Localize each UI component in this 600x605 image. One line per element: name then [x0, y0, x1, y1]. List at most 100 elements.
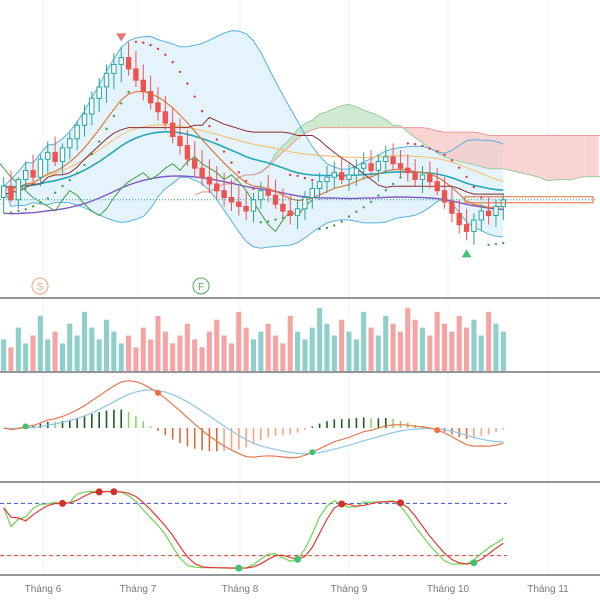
sar-dot: [90, 152, 94, 156]
volume-bar: [126, 335, 132, 371]
kumo-segment: [312, 114, 320, 130]
sar-dot: [428, 147, 431, 150]
kumo-segment: [466, 132, 474, 165]
senkou-span-b: [194, 127, 600, 196]
kumo-segment: [371, 112, 379, 128]
volume-bar: [81, 311, 87, 371]
macd-signal-line: [3, 389, 504, 455]
candle-body: [236, 201, 242, 207]
candle-body: [96, 86, 102, 99]
sar-dot: [436, 150, 439, 153]
volume-bar: [397, 331, 403, 371]
candle-body: [37, 158, 44, 178]
event-marker-f[interactable]: F: [192, 277, 210, 295]
kumo-segment: [415, 127, 423, 143]
sar-dot: [406, 142, 409, 145]
sar-dot: [127, 90, 130, 94]
x-axis-label: Tháng 9: [331, 584, 368, 595]
volume-bar: [104, 319, 110, 371]
volume-bar: [192, 339, 198, 371]
volume-bar: [295, 331, 301, 371]
event-marker-s[interactable]: S: [31, 277, 49, 295]
signal-markers: [116, 33, 472, 258]
kumo-segment: [341, 104, 349, 128]
candle-body: [316, 181, 323, 189]
volume-bar: [89, 327, 95, 371]
volume-bar: [250, 339, 256, 371]
sar-dot: [98, 140, 101, 143]
x-axis: Tháng 6 Tháng 7 Tháng 8 Tháng 9 Tháng 10…: [25, 584, 570, 595]
candle-body: [390, 156, 396, 165]
candle-body: [419, 174, 426, 180]
sar-dot: [24, 208, 27, 211]
volume-bar: [478, 335, 484, 371]
candle-body: [485, 210, 492, 216]
candle-body: [45, 151, 51, 160]
sar-dot: [450, 159, 454, 162]
volume-bar: [184, 323, 190, 371]
volume-pane[interactable]: [1, 307, 506, 371]
candle-body: [287, 210, 293, 216]
sar-dot: [472, 185, 476, 189]
kumo-segment: [503, 135, 511, 171]
stochastic-pane[interactable]: [0, 488, 507, 572]
volume-bar: [324, 323, 330, 371]
price-pane[interactable]: [0, 30, 600, 258]
volume-bar: [221, 335, 227, 371]
bollinger-lower: [3, 176, 504, 249]
volume-bar: [140, 327, 146, 371]
sar-dot: [274, 218, 277, 221]
stochastic-bearish-cross: [59, 499, 66, 507]
sar-dot: [46, 197, 49, 200]
stochastic-bearish-cross: [95, 488, 103, 496]
macd-pane[interactable]: [3, 380, 505, 459]
candle-body: [199, 167, 205, 178]
candle-body: [243, 206, 249, 212]
volume-bar: [258, 331, 264, 371]
kumo-segment: [488, 135, 496, 169]
sar-dot: [200, 110, 204, 113]
candle-body: [30, 169, 36, 178]
kumo-segment: [349, 104, 357, 128]
volume-bar: [206, 331, 212, 371]
candle-body: [1, 185, 7, 198]
kumo-segment: [334, 105, 342, 128]
volume-bar: [96, 339, 102, 371]
sar-dot: [112, 114, 116, 118]
volume-bar: [464, 327, 470, 371]
senkou-span-a: [194, 103, 600, 196]
sar-dot: [9, 211, 13, 214]
sar-dot: [17, 209, 20, 213]
macd-bearish-cross: [434, 427, 441, 434]
candle-body: [125, 57, 132, 70]
volume-bar: [375, 335, 381, 371]
volume-bar: [8, 347, 14, 371]
sar-dot: [311, 178, 314, 182]
sar-dot: [134, 40, 138, 43]
event-marker-s-label: S: [37, 282, 44, 293]
sar-dot: [222, 150, 226, 153]
stochastic-d-line: [3, 490, 504, 569]
volume-bar: [361, 311, 367, 371]
candle-body: [81, 113, 88, 126]
macd-bullish-cross: [22, 423, 29, 430]
volume-bar: [45, 339, 51, 371]
candle-body: [456, 212, 462, 226]
sar-dot: [259, 221, 262, 224]
stochastic-bullish-cross: [235, 564, 243, 572]
candle-body: [8, 185, 14, 201]
macd-bearish-cross: [155, 389, 161, 396]
moving-average-fast: [3, 90, 504, 209]
x-axis-label: Tháng 8: [222, 584, 259, 595]
candle-body: [339, 172, 345, 180]
kumo-segment: [540, 135, 548, 181]
sar-dot: [68, 178, 72, 182]
volume-bar: [339, 319, 345, 371]
volume-bar: [133, 347, 139, 371]
sar-dot: [443, 153, 446, 156]
sar-dot: [61, 184, 64, 188]
candle-body: [471, 219, 477, 232]
